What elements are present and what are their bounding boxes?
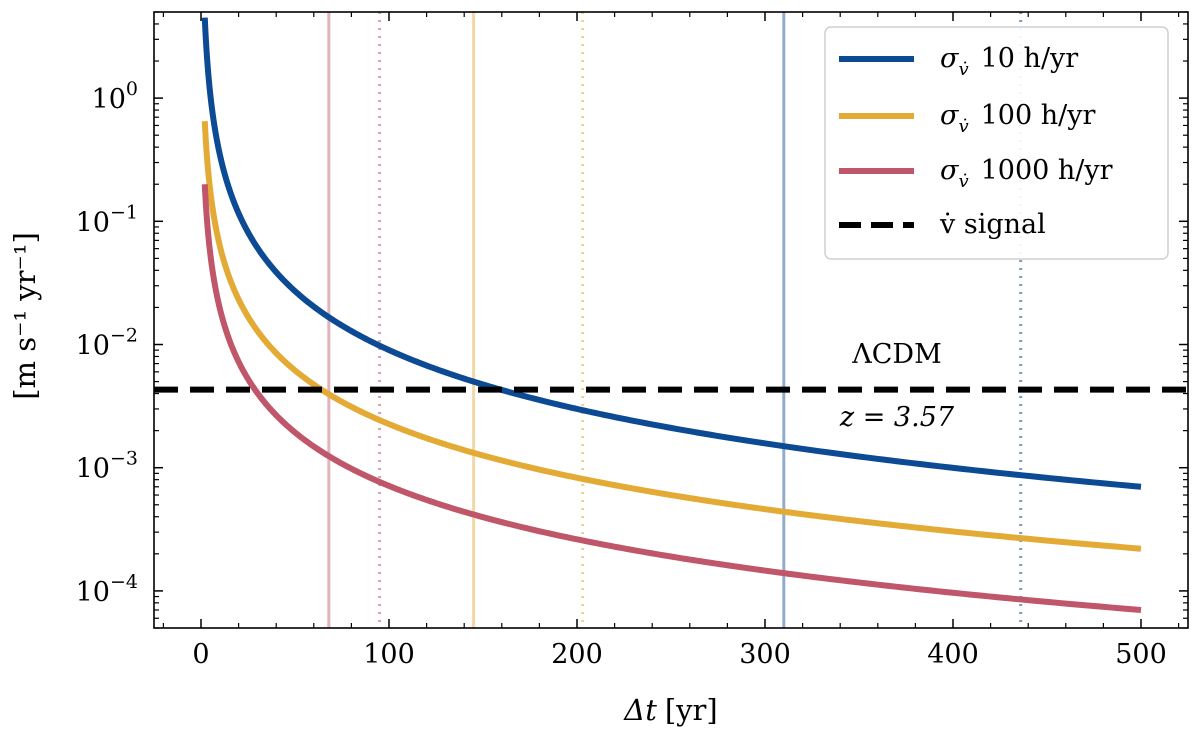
- annotation-redshift: z = 3.57: [839, 402, 955, 433]
- plot-frame: [153, 11, 1189, 629]
- legend-sigma: σ: [940, 100, 960, 131]
- legend-subscript: v̇: [958, 59, 968, 80]
- legend-value: 10 h/yr: [981, 43, 1079, 74]
- legend-sigma: σ: [940, 43, 960, 74]
- x-axis: 0 100 200 300 400 500: [162, 12, 1180, 670]
- y-tick-base: 10: [92, 84, 126, 115]
- x-axis-label: Δt [yr]: [623, 693, 717, 727]
- y-tick-label-1: 10−1: [76, 201, 138, 238]
- legend-box: [824, 26, 1169, 260]
- x-tick-label-1: 100: [363, 639, 415, 670]
- legend-subscript: v̇: [958, 171, 968, 192]
- x-tick-label-2: 200: [551, 639, 603, 670]
- y-tick-base: 10: [76, 207, 110, 238]
- y-tick-label-4: 10−4: [76, 571, 138, 608]
- y-tick-exp: 0: [126, 78, 138, 100]
- y-tick-exp: −4: [110, 571, 138, 593]
- y-tick-exp: −1: [110, 201, 138, 223]
- y-tick-exp: −2: [110, 325, 138, 347]
- y-tick-label-0: 100: [92, 78, 138, 115]
- x-tick-label-4: 400: [927, 639, 979, 670]
- x-tick-label-5: 500: [1115, 639, 1167, 670]
- series-line-1: [201, 121, 1142, 552]
- y-axis-label: [m s⁻¹ yr⁻¹]: [8, 232, 42, 400]
- y-tick-label-2: 10−2: [76, 325, 138, 362]
- y-tick-base: 10: [76, 577, 110, 608]
- y-tick-base: 10: [76, 331, 110, 362]
- legend-label-2: σv̇ 1000 h/yr: [940, 155, 1113, 192]
- x-axis-unit: [yr]: [665, 693, 718, 727]
- series-line-0: [201, 17, 1142, 490]
- series-line-2: [201, 184, 1142, 613]
- legend-subscript: v̇: [958, 116, 968, 137]
- legend-label-0: σv̇ 10 h/yr: [940, 43, 1078, 80]
- annotation-lcdm: ΛCDM: [851, 339, 941, 370]
- legend-value: 1000 h/yr: [981, 155, 1113, 186]
- legend-label-1: σv̇ 100 h/yr: [940, 100, 1095, 137]
- y-tick-exp: −3: [110, 448, 138, 470]
- y-tick-base: 10: [76, 454, 110, 485]
- noise-curves: [201, 17, 1142, 613]
- x-tick-label-3: 300: [739, 639, 791, 670]
- legend-value: 100 h/yr: [981, 100, 1096, 131]
- y-tick-label-3: 10−3: [76, 448, 138, 485]
- x-axis-symbol: Δt: [623, 693, 657, 727]
- legend-sigma: σ: [940, 155, 960, 186]
- legend-label-signal: v̇ signal: [939, 209, 1046, 240]
- x-tick-label-0: 0: [192, 639, 209, 670]
